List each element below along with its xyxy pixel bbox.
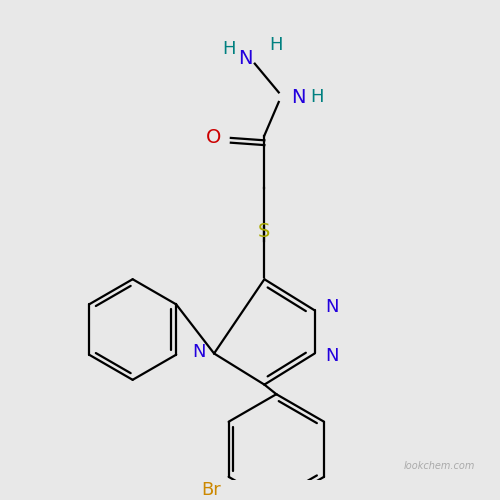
Text: N: N [325,298,338,316]
Text: H: H [310,88,324,106]
Text: N: N [192,343,205,361]
Text: H: H [269,36,282,54]
Text: S: S [258,222,270,241]
Text: Br: Br [202,480,222,498]
Text: O: O [206,128,222,148]
Text: lookchem.com: lookchem.com [404,461,475,471]
Text: N: N [325,347,338,365]
Text: H: H [222,40,235,58]
Text: N: N [238,50,252,68]
Text: N: N [290,88,305,106]
